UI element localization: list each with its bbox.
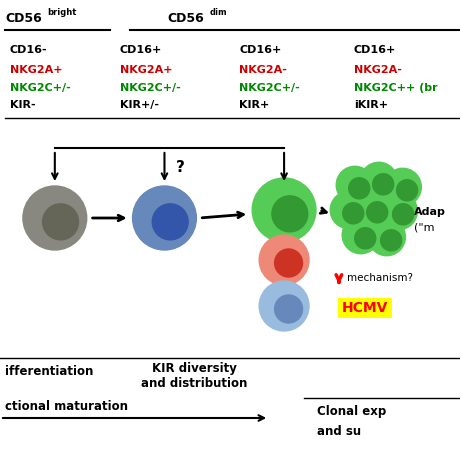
Text: NKG2C+/-: NKG2C+/- (10, 83, 71, 93)
Circle shape (275, 295, 302, 323)
Circle shape (152, 204, 188, 240)
Circle shape (381, 230, 402, 251)
Circle shape (372, 174, 394, 195)
Text: NKG2A+: NKG2A+ (119, 65, 172, 75)
Text: KIR diversity
and distribution: KIR diversity and distribution (141, 362, 248, 390)
Text: ifferentiation: ifferentiation (5, 365, 94, 378)
Circle shape (259, 281, 309, 331)
Circle shape (355, 228, 376, 249)
Text: KIR-: KIR- (10, 100, 35, 110)
Circle shape (343, 203, 364, 224)
Text: KIR+/-: KIR+/- (119, 100, 159, 110)
Circle shape (330, 191, 367, 229)
Circle shape (42, 204, 78, 240)
Text: dim: dim (209, 8, 227, 17)
Text: bright: bright (47, 8, 76, 17)
Text: HCMV: HCMV (342, 301, 388, 315)
Circle shape (368, 219, 405, 256)
Circle shape (360, 162, 397, 200)
Text: CD16+: CD16+ (119, 45, 162, 55)
Text: ("m: ("m (414, 222, 434, 232)
Circle shape (336, 166, 373, 204)
Circle shape (342, 216, 379, 254)
Circle shape (384, 168, 421, 206)
Text: CD56: CD56 (5, 12, 42, 25)
Text: mechanism?: mechanism? (347, 273, 413, 283)
Circle shape (396, 180, 418, 201)
Text: iKIR+: iKIR+ (354, 100, 388, 110)
Text: NKG2C+/-: NKG2C+/- (239, 83, 300, 93)
Text: NKG2C+/-: NKG2C+/- (119, 83, 180, 93)
Text: CD56: CD56 (167, 12, 204, 25)
Circle shape (380, 192, 417, 230)
Circle shape (23, 186, 87, 250)
Circle shape (349, 178, 370, 199)
Text: Clonal exp: Clonal exp (317, 405, 386, 418)
Circle shape (393, 204, 414, 225)
Circle shape (275, 249, 302, 277)
Circle shape (366, 202, 388, 223)
Text: CD16+: CD16+ (239, 45, 282, 55)
Circle shape (252, 178, 316, 242)
Circle shape (259, 235, 309, 285)
Circle shape (354, 190, 391, 228)
Text: NKG2A+: NKG2A+ (10, 65, 63, 75)
Text: and su: and su (317, 425, 361, 438)
Circle shape (272, 196, 308, 232)
Text: KIR+: KIR+ (239, 100, 270, 110)
Text: NKG2A-: NKG2A- (239, 65, 287, 75)
Text: ?: ? (336, 196, 345, 211)
Text: NKG2C++ (br: NKG2C++ (br (354, 83, 437, 93)
Text: CD16+: CD16+ (354, 45, 396, 55)
Text: CD16-: CD16- (10, 45, 47, 55)
Text: ctional maturation: ctional maturation (5, 400, 128, 413)
Circle shape (133, 186, 196, 250)
Text: NKG2A-: NKG2A- (354, 65, 402, 75)
Text: Adap: Adap (414, 207, 445, 217)
Text: ?: ? (177, 160, 185, 175)
